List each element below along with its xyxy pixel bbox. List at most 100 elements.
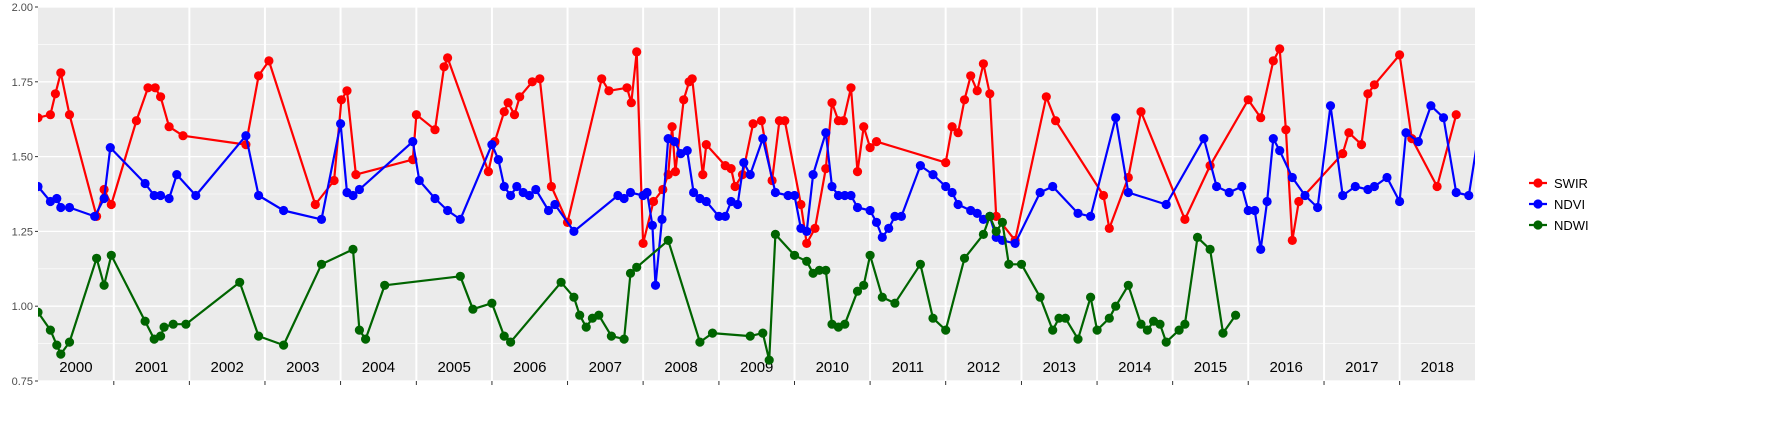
data-point-ndwi bbox=[106, 250, 116, 260]
data-point-ndwi bbox=[56, 349, 66, 359]
data-point-swir bbox=[45, 110, 56, 120]
data-point-ndvi bbox=[1161, 199, 1171, 210]
data-point-ndwi bbox=[1142, 325, 1152, 335]
year-label: 2003 bbox=[286, 359, 319, 376]
data-point-ndwi bbox=[1035, 292, 1045, 302]
data-point-swir bbox=[638, 238, 648, 248]
data-point-ndwi bbox=[380, 280, 390, 290]
data-point-ndvi bbox=[846, 190, 856, 201]
y-tick-label: 0.75 bbox=[12, 376, 33, 388]
data-point-ndvi bbox=[1262, 196, 1272, 207]
data-point-ndvi bbox=[1641, 137, 1650, 146]
data-point-ndwi bbox=[695, 337, 705, 347]
year-label: 2009 bbox=[740, 359, 773, 376]
data-point-swir bbox=[1268, 56, 1278, 66]
data-point-ndvi bbox=[455, 214, 465, 224]
data-point-ndwi bbox=[1231, 310, 1241, 320]
data-point-ndvi bbox=[739, 158, 749, 168]
data-point-swir bbox=[865, 143, 875, 153]
data-point-ndvi bbox=[1237, 181, 1247, 192]
data-point-ndvi bbox=[1275, 146, 1285, 156]
data-point-ndwi bbox=[156, 331, 166, 341]
data-point-swir bbox=[648, 196, 659, 207]
data-point-ndwi bbox=[455, 271, 465, 281]
data-point-ndvi bbox=[915, 161, 926, 171]
data-point-ndvi bbox=[1413, 137, 1423, 147]
data-point-ndvi bbox=[99, 193, 109, 204]
y-tick-label: 1.00 bbox=[12, 301, 33, 313]
data-point-ndwi bbox=[468, 304, 478, 314]
data-point-ndwi bbox=[64, 337, 75, 347]
data-point-ndvi bbox=[1073, 208, 1083, 218]
year-label: 2001 bbox=[135, 359, 168, 376]
legend-key-point bbox=[1533, 220, 1543, 230]
data-point-ndvi bbox=[550, 199, 560, 210]
data-point-ndvi bbox=[1395, 196, 1405, 207]
data-point-ndwi bbox=[1086, 292, 1096, 302]
data-point-swir bbox=[687, 74, 697, 84]
data-point-ndvi bbox=[1534, 170, 1543, 179]
data-point-ndvi bbox=[1382, 172, 1392, 183]
data-point-swir bbox=[1287, 235, 1297, 245]
data-point-swir bbox=[1104, 223, 1114, 233]
data-point-ndvi bbox=[670, 137, 680, 147]
data-point-swir bbox=[351, 170, 361, 180]
data-point-swir bbox=[972, 86, 982, 96]
data-point-swir bbox=[483, 167, 493, 177]
data-point-ndwi bbox=[840, 319, 850, 329]
data-point-ndvi bbox=[543, 205, 554, 216]
grid bbox=[38, 6, 1475, 385]
data-point-swir bbox=[329, 175, 339, 186]
data-point-ndvi bbox=[833, 190, 844, 201]
data-point-ndvi bbox=[1401, 128, 1411, 138]
data-point-ndwi bbox=[1054, 313, 1064, 323]
data-point-ndvi bbox=[896, 211, 907, 221]
data-point-swir bbox=[978, 59, 989, 69]
data-point-ndwi bbox=[802, 256, 812, 266]
year-labels: 2000 2001 2002 2003 2004 2005 2006 2007 2008 2009… bbox=[59, 359, 1454, 376]
data-point-swir bbox=[254, 71, 264, 81]
data-point-ndwi bbox=[1004, 259, 1014, 269]
data-point-swir bbox=[342, 86, 352, 96]
data-point-ndvi bbox=[619, 193, 629, 204]
data-point-ndvi bbox=[1250, 205, 1260, 216]
data-point-swir bbox=[667, 122, 677, 132]
data-point-ndwi bbox=[928, 313, 938, 323]
data-point-ndvi bbox=[90, 211, 100, 221]
data-point-ndvi bbox=[789, 190, 800, 201]
data-point-ndwi bbox=[361, 334, 371, 344]
data-point-ndwi bbox=[978, 229, 989, 239]
data-point-swir bbox=[106, 199, 116, 210]
data-point-ndwi bbox=[181, 319, 191, 329]
data-point-swir bbox=[50, 89, 61, 99]
data-point-ndwi bbox=[316, 259, 327, 269]
data-point-ndwi bbox=[575, 310, 585, 320]
data-point-ndwi bbox=[1136, 319, 1146, 329]
data-point-swir bbox=[64, 110, 75, 120]
data-point-ndwi bbox=[556, 277, 566, 287]
year-label: 2006 bbox=[513, 359, 546, 376]
year-label: 2002 bbox=[210, 359, 243, 376]
data-point-ndvi bbox=[689, 187, 699, 198]
data-point-ndwi bbox=[745, 331, 755, 341]
data-point-swir bbox=[1338, 149, 1348, 159]
data-point-ndvi bbox=[1369, 181, 1379, 192]
data-point-ndwi bbox=[991, 226, 1001, 236]
data-point-ndvi bbox=[1540, 170, 1549, 179]
data-point-swir bbox=[679, 95, 689, 105]
data-point-ndwi bbox=[1016, 259, 1027, 269]
data-point-ndvi bbox=[52, 193, 62, 204]
data-point-ndvi bbox=[512, 181, 522, 192]
data-point-ndwi bbox=[159, 322, 169, 332]
data-point-swir bbox=[1451, 110, 1461, 120]
data-point-ndvi bbox=[443, 205, 453, 216]
data-point-swir bbox=[499, 107, 509, 117]
data-point-ndwi bbox=[707, 328, 718, 338]
data-point-ndvi bbox=[38, 181, 43, 192]
data-point-ndvi bbox=[625, 187, 636, 198]
data-point-ndvi bbox=[972, 208, 982, 218]
data-point-ndvi bbox=[733, 199, 743, 210]
data-point-ndvi bbox=[1338, 190, 1348, 201]
data-point-ndvi bbox=[64, 202, 75, 213]
